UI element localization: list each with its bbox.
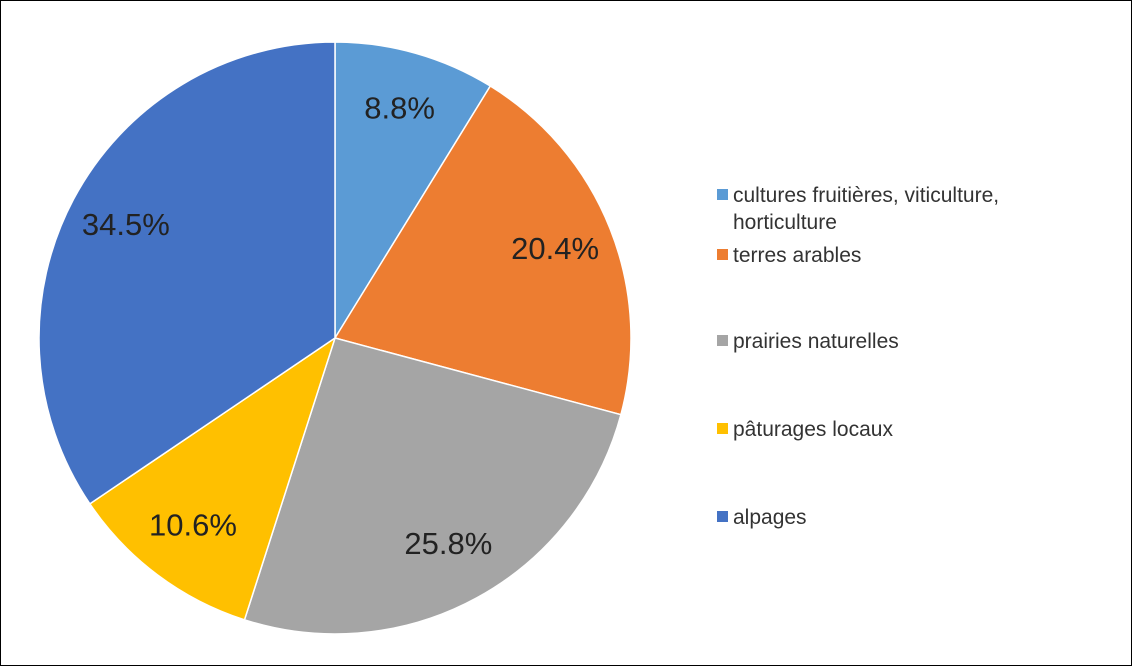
data-label: 34.5% xyxy=(82,207,170,242)
legend-swatch xyxy=(717,249,728,260)
legend-label: terres arables xyxy=(733,244,862,267)
data-label: 8.8% xyxy=(364,90,435,125)
data-label: 20.4% xyxy=(511,231,599,266)
legend-label: prairies naturelles xyxy=(733,330,899,353)
pie-slice xyxy=(88,336,337,621)
pie-slice xyxy=(334,41,492,341)
data-label: 10.6% xyxy=(149,508,237,543)
pie-slice xyxy=(38,41,336,505)
legend-item: terres arables xyxy=(717,242,1117,269)
pie-slice xyxy=(243,337,622,635)
legend-item: pâturages locaux xyxy=(717,416,1117,443)
legend-label: cultures fruitières, viticulture, hortic… xyxy=(733,184,1000,234)
legend-item: prairies naturelles xyxy=(717,328,1117,355)
pie-slice xyxy=(333,84,632,416)
legend-label: pâturages locaux xyxy=(733,418,893,441)
data-label: 25.8% xyxy=(404,526,492,561)
legend-item: cultures fruitières, viticulture, hortic… xyxy=(717,182,1117,236)
legend-item: alpages xyxy=(717,504,1117,531)
legend-swatch xyxy=(717,189,728,200)
legend-swatch xyxy=(717,423,728,434)
legend-swatch xyxy=(717,511,728,522)
legend-label: alpages xyxy=(733,506,807,529)
legend-swatch xyxy=(717,335,728,346)
